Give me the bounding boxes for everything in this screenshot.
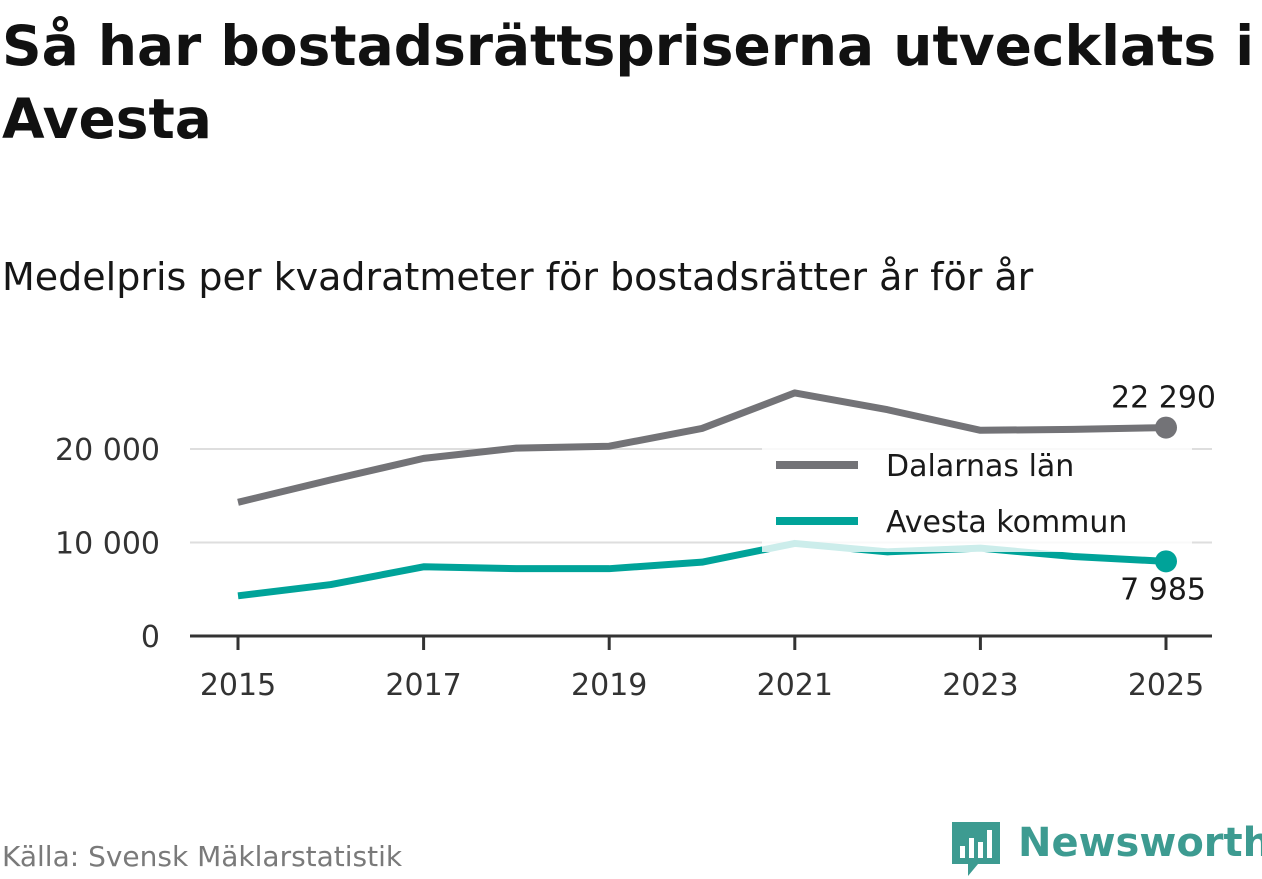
x-tick-label: 2025 <box>1128 668 1204 703</box>
brand-logo: Newsworthy <box>950 818 1262 878</box>
series-end-point <box>1155 416 1177 439</box>
chart-title: Så har bostadsrättspriserna utvecklats i… <box>2 14 1255 151</box>
x-tick-label: 2021 <box>757 668 833 703</box>
bar-chart-badge-icon <box>952 822 1000 876</box>
end-label-dalarnas: 22 290 <box>1111 381 1216 416</box>
x-tick-label: 2023 <box>942 668 1018 703</box>
legend: Dalarnas län Avesta kommun <box>762 440 1192 552</box>
series-line <box>237 389 1167 506</box>
x-tick-label: 2019 <box>571 668 647 703</box>
y-axis-ticks: 0 10 000 20 000 <box>55 433 160 655</box>
series-end-point <box>1155 550 1177 573</box>
y-tick-label: 0 <box>141 620 160 655</box>
x-tick-label: 2015 <box>200 668 276 703</box>
x-tick-label: 2017 <box>385 668 461 703</box>
x-axis: 2015 2017 2019 2021 2023 2025 <box>190 634 1212 703</box>
legend-label: Avesta kommun <box>886 505 1127 540</box>
end-label-avesta: 7 985 <box>1120 572 1206 607</box>
brand-name: Newsworthy <box>1018 820 1262 866</box>
source-note: Källa: Svensk Mäklarstatistik <box>2 840 403 873</box>
legend-background <box>762 440 1192 552</box>
y-tick-label: 10 000 <box>55 527 160 562</box>
legend-label: Dalarnas län <box>886 449 1074 484</box>
end-labels: 22 290 7 985 <box>1111 381 1216 608</box>
y-tick-label: 20 000 <box>55 433 160 468</box>
chart-subtitle: Medelpris per kvadratmeter för bostadsrä… <box>2 255 1034 299</box>
